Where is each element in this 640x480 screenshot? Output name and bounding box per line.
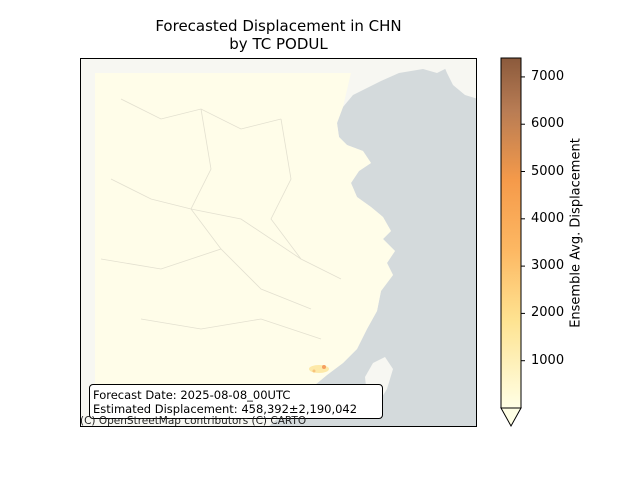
colorbar-tick-label: 6000 xyxy=(531,116,565,132)
colorbar-tick-label: 3000 xyxy=(531,258,565,274)
colorbar-tick-label: 1000 xyxy=(531,352,565,368)
chart-title: Forecasted Displacement in CHN by TC POD… xyxy=(80,17,477,53)
colorbar-extend-triangle xyxy=(500,407,522,428)
japan-island xyxy=(453,61,476,83)
colorbar xyxy=(500,57,530,433)
colorbar-tick-label: 2000 xyxy=(531,305,565,321)
colorbar-ticks xyxy=(521,76,525,362)
title-line-2: by TC PODUL xyxy=(229,35,328,53)
colorbar-label: Ensemble Avg. Displacement xyxy=(568,138,584,328)
colorbar-graphic xyxy=(500,57,525,428)
basemap xyxy=(81,59,476,426)
colorbar-tick-label: 5000 xyxy=(531,163,565,179)
map-credit: (C) OpenStreetMap contributors (C) CARTO xyxy=(80,415,307,427)
map-panel[interactable] xyxy=(80,58,477,427)
province-boundaries xyxy=(100,98,342,340)
colorbar-gradient xyxy=(500,57,522,409)
colorbar-tick-label: 4000 xyxy=(531,210,565,226)
estimated-displacement-text: Estimated Displacement: 458,392±2,190,04… xyxy=(93,402,358,416)
colorbar-tick-label: 7000 xyxy=(531,68,565,84)
displacement-hotspot xyxy=(309,365,329,373)
forecast-area xyxy=(95,73,395,385)
title-line-1: Forecasted Displacement in CHN xyxy=(155,17,402,35)
forecast-date-text: Forecast Date: 2025-08-08_00UTC xyxy=(93,388,291,402)
forecast-info-box: Forecast Date: 2025-08-08_00UTC Estimate… xyxy=(89,384,383,419)
